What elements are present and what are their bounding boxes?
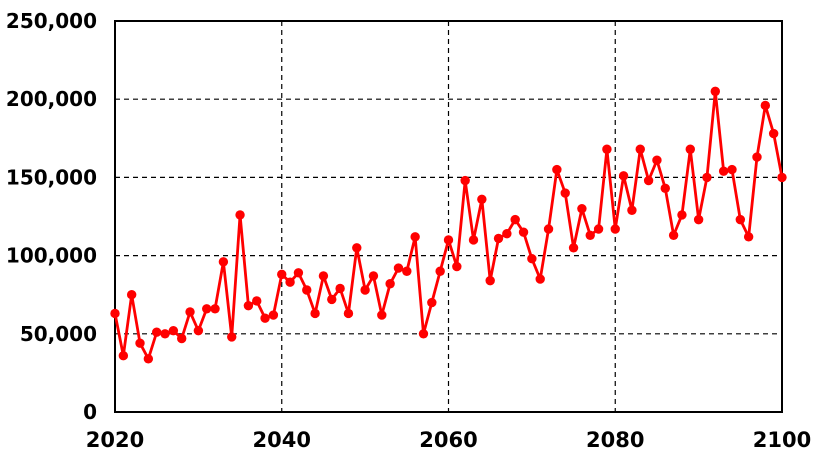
data-point xyxy=(252,296,262,306)
data-point xyxy=(643,175,654,186)
y-axis-tick-label: 150,000 xyxy=(6,165,97,189)
data-point xyxy=(585,230,595,240)
data-point xyxy=(602,144,612,154)
x-axis-tick-label: 2080 xyxy=(586,428,644,452)
y-axis-tick-label: 250,000 xyxy=(6,9,97,33)
data-point xyxy=(718,166,729,176)
data-point xyxy=(535,274,545,284)
plot-border xyxy=(114,20,783,413)
data-point xyxy=(210,304,220,314)
data-point xyxy=(151,327,162,337)
data-point xyxy=(360,285,370,295)
data-point xyxy=(568,243,579,253)
data-point xyxy=(468,235,479,245)
data-point xyxy=(618,171,629,181)
data-point xyxy=(443,235,454,245)
data-point xyxy=(385,279,395,289)
data-point xyxy=(293,268,304,278)
data-point xyxy=(693,214,704,225)
data-point xyxy=(318,271,329,281)
data-point xyxy=(652,155,662,165)
data-point xyxy=(577,203,587,214)
data-point xyxy=(635,144,645,154)
data-point xyxy=(702,172,712,183)
data-point xyxy=(460,175,470,186)
data-point xyxy=(610,224,620,234)
data-point xyxy=(218,257,229,267)
data-point xyxy=(668,230,679,240)
data-point xyxy=(427,297,437,308)
data-point xyxy=(110,308,120,319)
data-point xyxy=(552,164,562,175)
data-point xyxy=(118,350,129,361)
data-point xyxy=(660,183,670,194)
data-point xyxy=(410,232,420,242)
data-point xyxy=(126,290,137,300)
data-point xyxy=(302,285,312,295)
y-axis-tick-label: 50,000 xyxy=(20,322,97,346)
data-point xyxy=(593,224,604,234)
data-point xyxy=(235,210,245,220)
data-point xyxy=(160,329,170,339)
data-point xyxy=(710,86,720,97)
data-point xyxy=(268,310,279,320)
data-point xyxy=(143,354,154,364)
data-point xyxy=(343,308,354,319)
data-point xyxy=(418,329,429,339)
data-point xyxy=(260,313,270,323)
x-axis-tick-label: 2060 xyxy=(419,428,477,452)
data-point xyxy=(743,232,754,242)
data-point xyxy=(327,294,337,305)
x-axis-tick-label: 2020 xyxy=(86,428,144,452)
data-point xyxy=(685,144,695,154)
y-axis-tick-label: 100,000 xyxy=(6,244,97,268)
data-point xyxy=(477,194,487,204)
data-point xyxy=(393,263,404,273)
x-axis-tick-label: 2100 xyxy=(753,428,811,452)
data-point xyxy=(627,205,637,215)
data-point xyxy=(185,307,195,317)
y-axis-tick-label: 200,000 xyxy=(6,87,97,111)
data-point xyxy=(177,333,187,344)
data-point xyxy=(377,310,387,320)
data-point xyxy=(243,300,254,311)
y-axis-tick-label: 0 xyxy=(83,400,97,424)
data-point xyxy=(485,275,495,286)
data-point xyxy=(752,152,762,162)
data-point xyxy=(677,210,687,220)
data-point xyxy=(310,308,320,319)
data-point xyxy=(493,233,504,244)
data-point xyxy=(560,188,570,198)
data-point xyxy=(135,338,145,348)
x-axis-tick-label: 2040 xyxy=(253,428,311,452)
data-point xyxy=(352,243,362,253)
data-point xyxy=(502,229,512,239)
data-point xyxy=(543,224,554,234)
data-point xyxy=(227,332,237,342)
data-point xyxy=(277,269,287,280)
data-point xyxy=(368,271,379,281)
data-point xyxy=(777,172,787,183)
data-point xyxy=(202,304,212,314)
data-point xyxy=(510,214,520,225)
data-point xyxy=(193,325,204,336)
data-point xyxy=(452,261,462,272)
data-point xyxy=(527,254,537,264)
data-point xyxy=(768,128,779,139)
data-point xyxy=(518,227,529,237)
data-point xyxy=(168,325,179,336)
data-point xyxy=(285,277,295,287)
data-point xyxy=(335,283,345,294)
data-point xyxy=(435,266,445,276)
data-point xyxy=(402,266,412,276)
data-point xyxy=(735,214,746,225)
data-point xyxy=(760,100,771,111)
data-point xyxy=(727,164,737,175)
